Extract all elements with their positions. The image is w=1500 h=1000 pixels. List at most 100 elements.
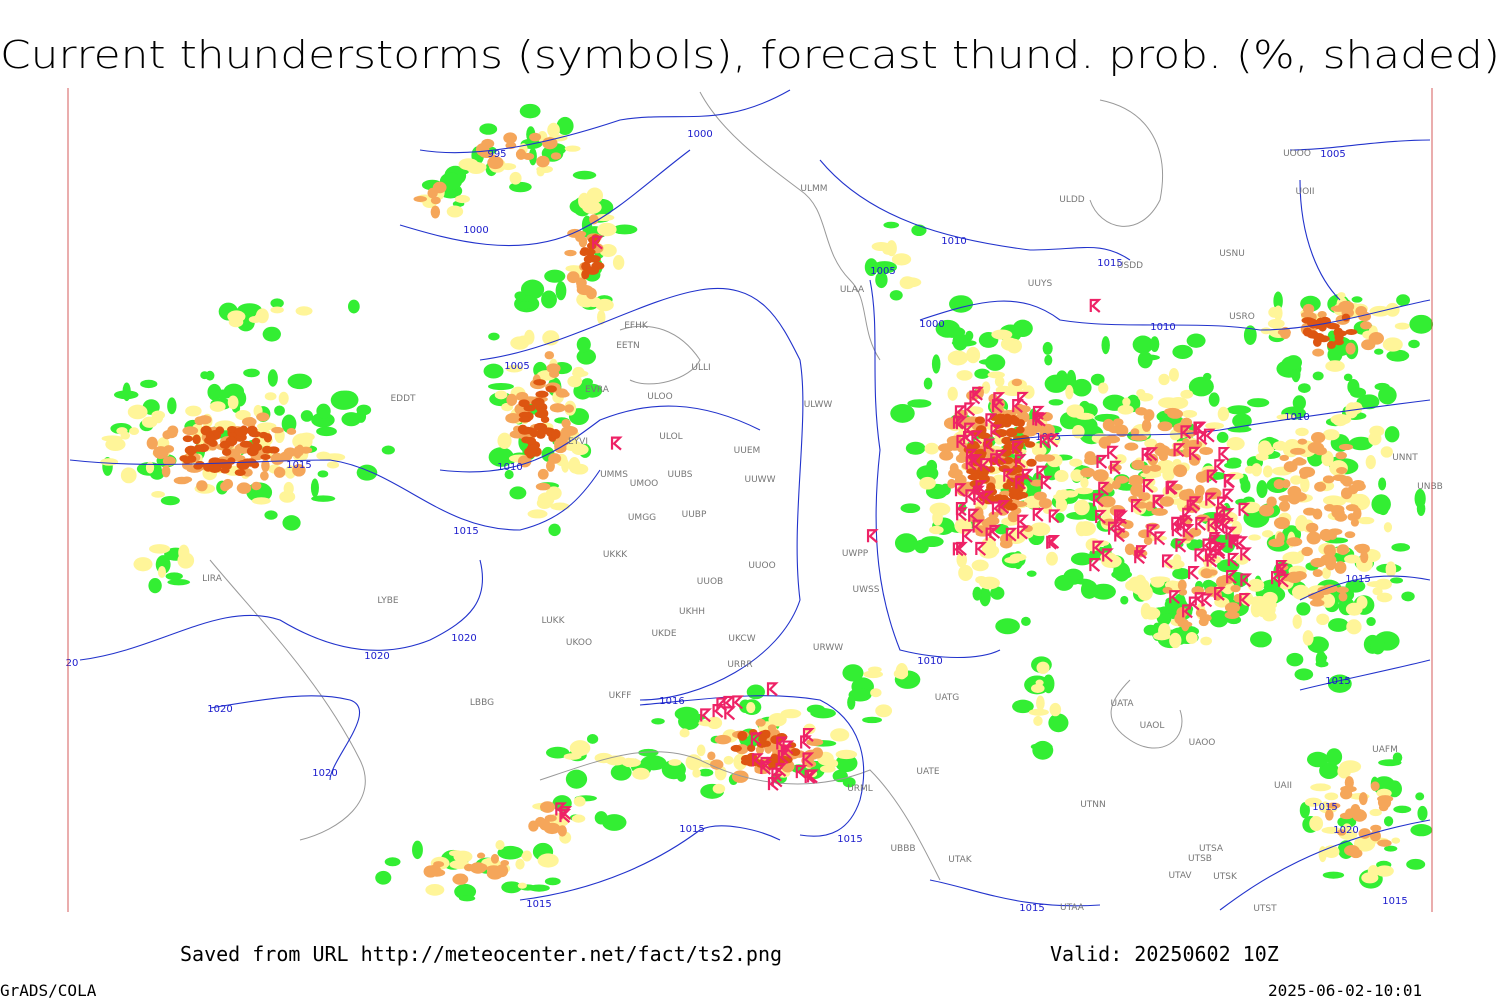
shade-cell — [714, 734, 732, 745]
shade-cell — [1334, 338, 1344, 346]
storm-symbol — [962, 430, 975, 445]
shade-cell — [412, 840, 423, 860]
shade-cell — [274, 405, 285, 416]
shade-cell — [1267, 318, 1285, 329]
storm-symbol — [1003, 468, 1015, 483]
station-label: UMMS — [600, 470, 628, 480]
shade-cell — [141, 416, 158, 428]
station-label: UKOO — [566, 638, 592, 648]
station-label: ULLI — [691, 363, 710, 373]
shade-cell — [270, 306, 284, 314]
shade-cell — [1150, 576, 1171, 583]
shade-cell — [574, 231, 584, 242]
storm-symbol — [1182, 604, 1194, 619]
shade-cell — [971, 559, 989, 572]
station-label: EVRA — [585, 385, 610, 395]
shade-cell — [872, 261, 897, 274]
shade-cell — [488, 447, 514, 467]
shade-cell — [286, 428, 297, 435]
shade-cell — [1070, 552, 1094, 566]
shade-cell — [1124, 442, 1139, 451]
shade-cell — [1322, 475, 1335, 484]
shade-cell — [1351, 479, 1365, 487]
shade-cell — [999, 539, 1013, 549]
shade-cell — [1307, 751, 1329, 768]
shade-cell — [1370, 781, 1380, 792]
shade-cell — [746, 701, 756, 714]
shade-cell — [698, 719, 716, 727]
shade-cell — [1291, 584, 1310, 600]
station-label: LUKK — [542, 616, 566, 626]
station-label: UUEM — [734, 446, 761, 456]
shade-cell — [1370, 824, 1382, 832]
shade-cell — [935, 319, 961, 338]
shade-cell — [1292, 492, 1307, 502]
shade-cell — [541, 290, 557, 309]
shade-cell — [1195, 471, 1208, 483]
shade-cell — [1415, 792, 1425, 801]
shade-cell — [979, 586, 991, 607]
shade-cell — [1036, 695, 1045, 711]
shade-cell — [1324, 792, 1339, 801]
shade-cell — [1188, 527, 1202, 537]
shade-cell — [1312, 508, 1323, 520]
storm-symbol — [1218, 446, 1231, 461]
shade-cell — [550, 502, 570, 511]
shade-cell — [1258, 504, 1275, 517]
isobar-label: 1010 — [497, 462, 522, 473]
shade-cell — [1072, 425, 1085, 439]
isobar-label: 1015 — [679, 824, 704, 835]
shade-cell — [263, 433, 273, 443]
isobar-label: 1020 — [364, 651, 389, 662]
shade-cell — [1376, 592, 1393, 603]
shade-cell — [589, 214, 599, 225]
storm-symbol — [766, 682, 779, 697]
shade-cell — [1044, 374, 1068, 393]
shade-cell — [120, 431, 131, 440]
shade-cell — [1345, 602, 1363, 616]
shade-cell — [525, 436, 537, 445]
storm-symbol — [990, 453, 1002, 468]
shade-cell — [1147, 453, 1159, 466]
shade-cell — [145, 461, 155, 474]
shade-cell — [1296, 602, 1311, 616]
shade-cell — [1224, 611, 1240, 619]
shade-cell — [585, 266, 600, 275]
shade-cell — [939, 450, 954, 461]
shade-cell — [184, 445, 198, 455]
shade-cell — [995, 618, 1020, 635]
shade-cell — [597, 309, 606, 325]
shade-cell — [120, 467, 137, 484]
shade-cell — [1071, 378, 1092, 397]
shade-cell — [262, 326, 281, 342]
shade-cell — [875, 271, 888, 289]
shade-cell — [1033, 715, 1043, 726]
storm-symbol — [1011, 440, 1024, 455]
shade-cell — [1365, 455, 1376, 470]
shade-cell — [283, 447, 297, 457]
shade-cell — [1080, 467, 1096, 478]
station-label: UUOB — [697, 577, 723, 587]
isobar-label: 1005 — [504, 361, 529, 372]
shade-cell — [1030, 479, 1044, 487]
shade-cell — [430, 196, 441, 205]
shade-cell — [698, 768, 714, 777]
station-label: UWPP — [842, 549, 869, 559]
station-label: UKFF — [609, 691, 632, 701]
shade-cell — [1272, 441, 1284, 451]
shade-cell — [326, 461, 340, 469]
shade-cell — [453, 850, 473, 863]
shade-cell — [427, 864, 441, 875]
thunderstorm-symbols — [555, 235, 1290, 823]
shade-cell — [528, 820, 539, 832]
shade-cell — [832, 769, 848, 783]
storm-symbol — [1135, 545, 1148, 560]
shade-cell — [1309, 599, 1325, 607]
isobar-label: 1015 — [1345, 574, 1370, 585]
shade-cell — [262, 445, 273, 454]
storm-symbol — [1107, 521, 1120, 536]
shade-cell — [862, 716, 882, 724]
shade-cell — [1310, 783, 1332, 792]
shade-cell — [1300, 311, 1313, 319]
station-label: URWW — [813, 643, 843, 653]
